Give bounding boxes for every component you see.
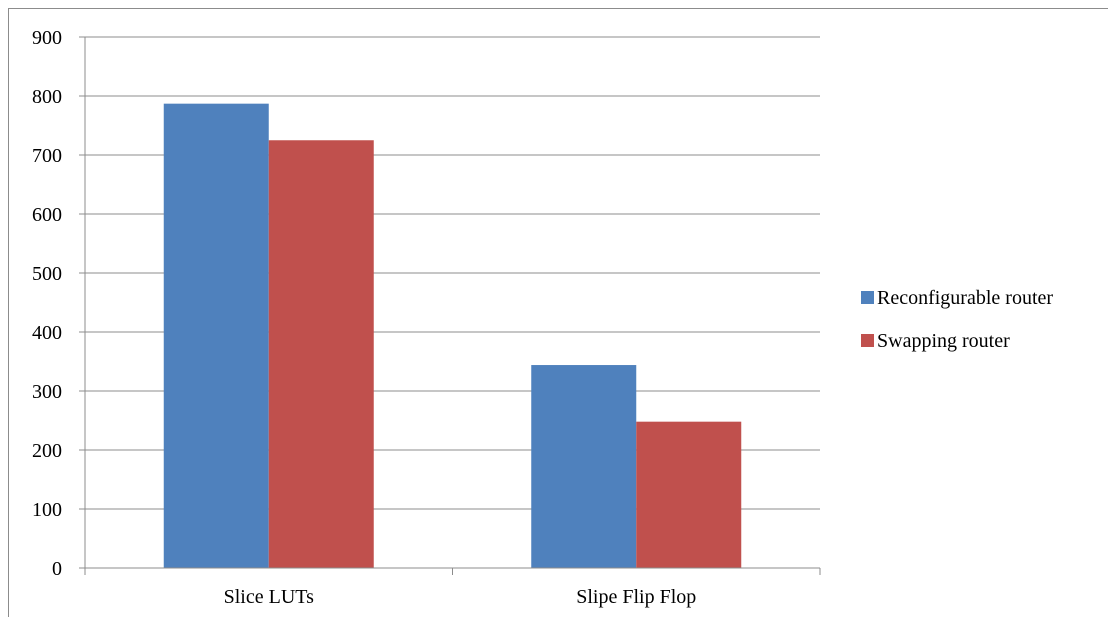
x-tick-label: Slice LUTs <box>224 586 314 608</box>
legend: Reconfigurable router Swapping router <box>861 287 1053 352</box>
chart-frame <box>8 8 1108 617</box>
legend-swatch <box>861 291 874 304</box>
y-tick-label: 800 <box>32 86 62 108</box>
legend-swatch <box>861 334 874 347</box>
gridlines <box>85 36 820 510</box>
legend-label: Reconfigurable router <box>877 287 1053 309</box>
bar-reconfigurable-router-slipe-flip-flop <box>531 365 637 568</box>
bar-swapping-router-slipe-flip-flop <box>636 421 742 568</box>
y-tick-label: 200 <box>32 440 62 462</box>
y-axis-ticks: 0 100 200 300 400 500 600 700 800 900 <box>32 27 85 580</box>
y-tick-label: 100 <box>32 499 62 521</box>
x-tick-label: Slipe Flip Flop <box>576 586 696 608</box>
legend-label: Swapping router <box>877 330 1010 352</box>
bars <box>163 103 742 569</box>
y-tick-label: 600 <box>32 204 62 226</box>
y-tick-label: 0 <box>52 558 62 580</box>
bar-swapping-router-slice-luts <box>268 140 374 568</box>
y-tick-label: 700 <box>32 145 62 167</box>
y-tick-label: 400 <box>32 322 62 344</box>
y-tick-label: 900 <box>32 27 62 49</box>
x-axis-ticks: Slice LUTs Slipe Flip Flop <box>84 568 821 608</box>
bar-reconfigurable-router-slice-luts <box>163 103 269 569</box>
y-tick-label: 300 <box>32 381 62 403</box>
y-tick-label: 500 <box>32 263 62 285</box>
